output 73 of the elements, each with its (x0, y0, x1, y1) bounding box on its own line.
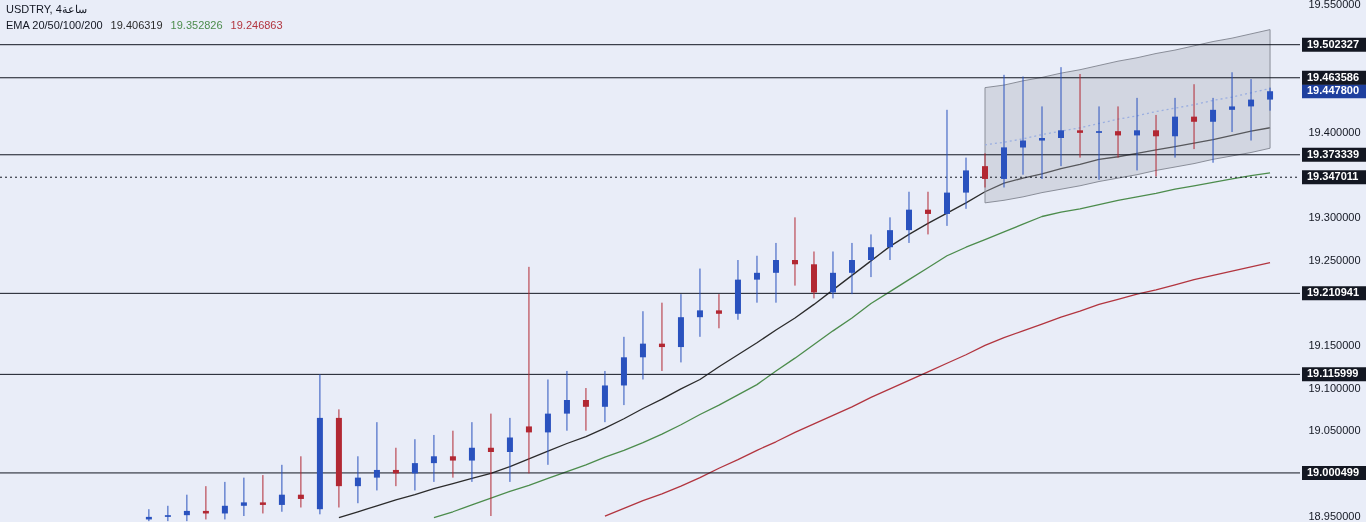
text: USDTRY, 4ساعة (6, 3, 87, 15)
y-tick-label: 19.250000 (1308, 253, 1361, 266)
candlestick (1153, 114, 1160, 177)
line-series (433, 172, 1271, 519)
ref-line-label: 19.373339 (1307, 147, 1359, 160)
candlestick (867, 233, 874, 278)
candlestick (715, 293, 722, 329)
candlestick (373, 421, 380, 491)
candlestick (411, 438, 418, 491)
y-tick-label: 19.550000 (1308, 0, 1361, 10)
candlestick (791, 216, 798, 287)
y-tick-label: 19.400000 (1308, 125, 1361, 138)
candlestick (772, 242, 779, 304)
text: 19.352826 (170, 19, 223, 31)
candlestick (259, 474, 266, 514)
candlestick (886, 216, 893, 261)
candlestick (430, 434, 437, 483)
candlestick (1096, 105, 1103, 181)
candlestick (829, 250, 836, 299)
ref-line-label: 19.115999 (1307, 367, 1359, 380)
ref-line-label: 19.000499 (1307, 465, 1359, 478)
candlestick (963, 157, 969, 210)
candlestick (221, 481, 228, 520)
line-series (604, 261, 1271, 517)
candlestick (487, 413, 494, 517)
candlestick (639, 310, 646, 380)
candlestick (449, 430, 456, 479)
candlestick (297, 455, 304, 508)
ref-line-label: 19.347011 (1307, 170, 1359, 183)
text: 19.406319 (110, 19, 163, 31)
y-tick-label: 19.150000 (1308, 338, 1361, 351)
candlestick (354, 455, 361, 504)
ref-line-label: 19.463586 (1307, 70, 1359, 83)
ref-line-label: 19.502327 (1307, 37, 1359, 50)
line-series (338, 127, 1271, 519)
candlestick (563, 370, 570, 432)
candlestick (982, 152, 988, 188)
candlestick (582, 387, 589, 432)
candlestick (658, 302, 665, 372)
candlestick (925, 191, 931, 235)
candlestick (164, 505, 171, 522)
candlestick (183, 494, 190, 522)
text: EMA 20/50/100/200 (6, 19, 103, 31)
candlestick (506, 417, 513, 483)
candlestick (1229, 71, 1236, 133)
candlestick (944, 109, 950, 227)
candlestick (1210, 97, 1217, 164)
text: 19.246863 (230, 19, 283, 31)
candlestick (601, 370, 608, 423)
candlestick (848, 242, 855, 295)
y-tick-label: 19.100000 (1308, 381, 1361, 394)
candlestick (905, 191, 912, 244)
candlestick (1115, 105, 1122, 159)
candlestick (278, 464, 285, 513)
candlestick (696, 268, 703, 338)
y-tick-label: 19.050000 (1308, 424, 1361, 437)
candlestick (392, 447, 399, 487)
candlestick (753, 255, 760, 304)
candlestick (468, 421, 475, 483)
candlestick (1191, 83, 1198, 150)
ref-line-label: 19.210941 (1307, 286, 1359, 299)
candlestick (1039, 105, 1046, 180)
text: 19.447800 (1307, 84, 1359, 97)
candlestick (1058, 66, 1065, 167)
candlestick (240, 477, 247, 517)
candlestick (544, 378, 551, 466)
y-tick-label: 19.300000 (1308, 210, 1361, 223)
candlestick (1077, 73, 1084, 159)
candlestick (1134, 97, 1141, 171)
candlestick (1172, 97, 1179, 159)
candlestick (525, 266, 532, 474)
y-tick-label: 18.950000 (1308, 509, 1361, 522)
candlestick (1267, 87, 1274, 112)
